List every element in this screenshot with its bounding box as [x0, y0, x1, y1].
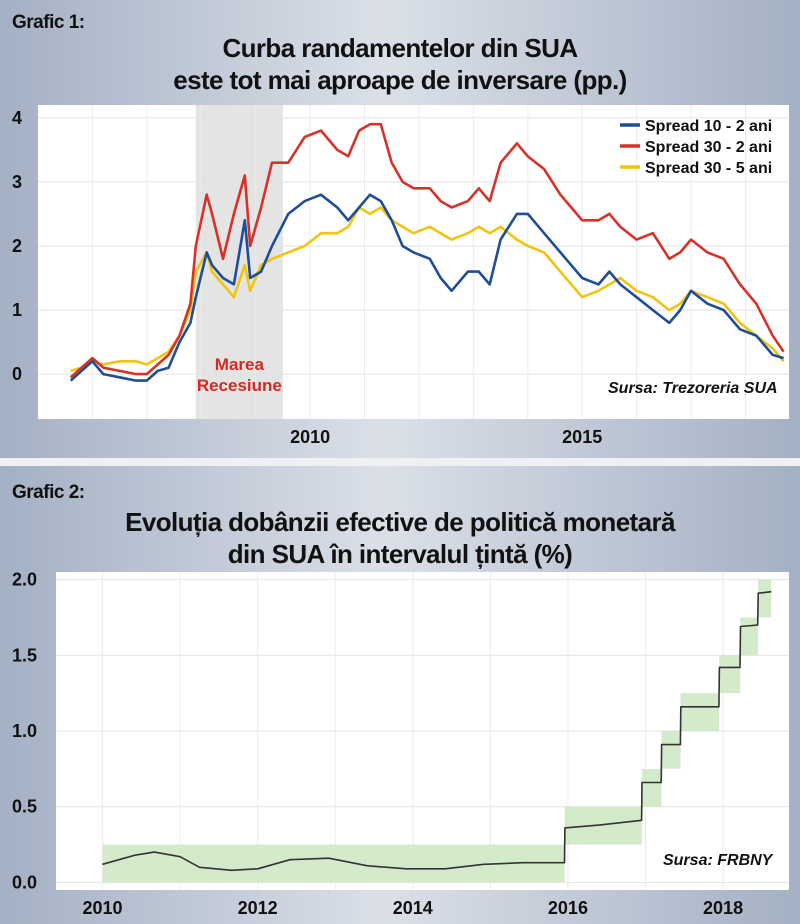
legend-label-3: Spread 30 - 5 ani	[645, 160, 772, 177]
plot-area-1	[38, 105, 789, 419]
y-tick-label: 1.0	[12, 721, 37, 741]
recession-label-line-2: Recesiune	[197, 376, 282, 395]
y-tick-label: 3	[12, 172, 22, 192]
y-tick-label: 4	[12, 108, 22, 128]
legend-label-2: Spread 30 - 2 ani	[645, 139, 772, 156]
target-range-band	[740, 617, 758, 656]
x-tick-label: 2018	[703, 898, 743, 918]
source-note-1: Sursa: Trezoreria SUA	[608, 380, 778, 397]
recession-label-line-1: Marea	[215, 355, 265, 374]
chart-1: 0 1 2 3 4 2010 2015 Spread 10 - 2 ani Spread 30 …	[12, 105, 789, 447]
effective-rate-line	[102, 590, 772, 872]
target-range-band	[757, 579, 772, 618]
chart-label-1: Grafic 1:	[12, 12, 85, 33]
y-tick-label: 0	[12, 364, 22, 384]
x-tick-label: 2015	[562, 427, 602, 447]
x-tick-label: 2012	[238, 898, 278, 918]
y-tick-label: 2	[12, 236, 22, 256]
target-range-band	[641, 768, 662, 807]
target-range-band	[719, 655, 741, 694]
series-line-1	[69, 193, 784, 382]
chart-title-1: Curba randamentelor din SUA este tot mai…	[0, 32, 800, 96]
series-line-2	[69, 122, 785, 379]
legend-label-1: Spread 10 - 2 ani	[645, 118, 772, 135]
target-range-band	[564, 806, 642, 845]
chart-title-1-line-1: Curba randamentelor din SUA	[222, 33, 578, 63]
y-tick-label: 1	[12, 300, 22, 320]
chart-title-2-line-2: din SUA în intervalul țintă (%)	[227, 539, 573, 569]
x-tick-label: 2014	[393, 898, 433, 918]
x-tick-label: 2010	[290, 427, 330, 447]
y-tick-label: 0.0	[12, 872, 37, 892]
chart-title-2-line-1: Evoluția dobânzii efective de politică m…	[125, 507, 675, 537]
chart-title-1-line-2: este tot mai aproape de inversare (pp.)	[173, 65, 627, 95]
chart-label-2: Grafic 2:	[12, 482, 85, 503]
target-range-band	[661, 731, 681, 769]
y-tick-label: 2.0	[12, 570, 37, 590]
chart-2: 0.0 0.5 1.0 1.5 2.0 2010 2012 2014 2016 2018	[12, 570, 789, 918]
chart-title-2: Evoluția dobânzii efective de politică m…	[0, 506, 800, 570]
x-tick-label: 2010	[83, 898, 123, 918]
y-tick-label: 0.5	[12, 797, 37, 817]
x-tick-label: 2016	[548, 898, 588, 918]
y-tick-label: 1.5	[12, 645, 37, 665]
source-note-2: Sursa: FRBNY	[663, 852, 773, 869]
target-range-band	[680, 693, 720, 731]
